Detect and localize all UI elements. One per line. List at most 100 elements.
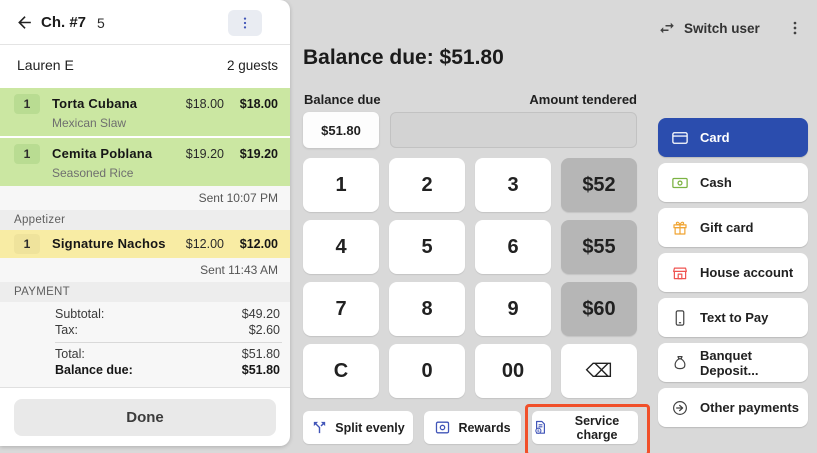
key-2[interactable]: 2 [389,158,465,212]
balance-due-heading: Balance due: $51.80 [303,46,504,69]
guest-row: Lauren E 2 guests [0,46,290,86]
kebab-icon [237,15,253,31]
card-icon [671,129,689,147]
payment-method-label: Banquet Deposit... [700,347,759,378]
total-value: $51.80 [241,347,280,361]
item-modifier: Mexican Slaw [52,116,127,130]
order-panel: Ch. #7 5 Lauren E 2 guests 1 Torta Cuban… [0,0,290,446]
order-item-signature-nachos[interactable]: 1 Signature Nachos $12.00 $12.00 [0,230,290,258]
amount-tendered-input[interactable] [390,112,637,148]
back-icon[interactable] [15,13,34,32]
order-header: Ch. #7 5 [0,0,290,45]
item-qty-badge: 1 [14,234,40,254]
section-header-payment: PAYMENT [0,282,290,302]
order-overflow-menu-button[interactable] [228,10,262,36]
sent-timestamp: Sent 10:07 PM [0,186,290,210]
payment-method-label: Card [700,130,730,145]
order-item-cemita-poblana[interactable]: 1 Cemita Poblana $19.20 $19.20 Seasoned … [0,138,290,186]
key-3[interactable]: 3 [475,158,551,212]
item-total-price: $19.20 [239,147,278,161]
check-badge: 5 [97,15,105,31]
item-name: Signature Nachos [52,236,166,251]
key-0[interactable]: 0 [389,344,465,398]
tender-amount-label: Amount tendered [529,92,637,107]
guest-count: 2 guests [226,58,278,73]
numeric-keypad: 1 2 3 $52 4 5 6 $55 7 8 9 $60 C 0 00 ⌫ [303,158,637,398]
storefront-icon [671,264,689,282]
guest-name: Lauren E [17,57,74,73]
key-8[interactable]: 8 [389,282,465,336]
gift-icon [671,219,689,237]
rewards-button[interactable]: Rewards [424,411,521,444]
item-total-price: $18.00 [239,97,278,111]
done-button[interactable]: Done [14,399,276,436]
item-name: Cemita Poblana [52,146,153,161]
footer-divider [0,387,290,388]
item-unit-price: $19.20 [185,147,224,161]
backspace-icon: ⌫ [585,360,613,382]
backspace-key[interactable]: ⌫ [561,344,637,398]
payment-method-label: Text to Pay [700,310,769,325]
tender-balance-label: Balance due [304,92,381,107]
quick-amount-60-button[interactable]: $60 [561,282,637,336]
cash-icon [671,174,689,192]
item-name: Torta Cubana [52,96,138,111]
swap-arrows-icon [658,19,676,37]
key-6[interactable]: 6 [475,220,551,274]
split-icon [311,419,328,436]
payment-method-house-account[interactable]: House account [658,253,808,292]
payment-method-text-to-pay[interactable]: Text to Pay [658,298,808,337]
item-qty-badge: 1 [14,144,40,164]
rewards-label: Rewards [458,420,511,435]
payment-method-card[interactable]: Card [658,118,808,157]
key-5[interactable]: 5 [389,220,465,274]
subtotal-label: Subtotal: [55,307,105,321]
switch-user-button[interactable]: Switch user [658,16,760,40]
service-charge-button[interactable]: $ Service charge [532,411,638,444]
check-title: Ch. #7 [41,14,87,31]
item-total-price: $12.00 [239,237,278,251]
rewards-icon [434,419,451,436]
payment-method-label: House account [700,265,794,280]
split-evenly-button[interactable]: Split evenly [303,411,413,444]
key-4[interactable]: 4 [303,220,379,274]
switch-user-label: Switch user [684,20,760,36]
total-label: Total: [55,347,85,361]
payment-method-cash[interactable]: Cash [658,163,808,202]
balance-due-label: Balance due: [55,363,133,377]
payment-method-banquet-deposit[interactable]: Banquet Deposit... [658,343,808,382]
arrow-circle-icon [671,399,689,417]
payment-method-gift-card[interactable]: Gift card [658,208,808,247]
phone-icon [671,309,689,327]
balance-due-box: $51.80 [303,112,379,148]
item-qty-badge: 1 [14,94,40,114]
service-charge-icon: $ [532,419,549,436]
quick-amount-52-button[interactable]: $52 [561,158,637,212]
section-header-appetizer: Appetizer [0,210,290,230]
key-9[interactable]: 9 [475,282,551,336]
svg-text:$: $ [537,428,540,433]
key-7[interactable]: 7 [303,282,379,336]
payment-method-other-payments[interactable]: Other payments [658,388,808,427]
order-item-torta-cubana[interactable]: 1 Torta Cubana $18.00 $18.00 Mexican Sla… [0,88,290,136]
payment-method-label: Cash [700,175,732,190]
money-bag-icon [671,354,689,372]
item-modifier: Seasoned Rice [52,166,134,180]
key-00[interactable]: 00 [475,344,551,398]
key-clear[interactable]: C [303,344,379,398]
subtotal-value: $49.20 [241,307,280,321]
overflow-menu-button[interactable] [784,15,806,41]
item-unit-price: $18.00 [185,97,224,111]
split-evenly-label: Split evenly [335,420,405,435]
item-unit-price: $12.00 [185,237,224,251]
payment-method-label: Other payments [700,400,799,415]
quick-amount-55-button[interactable]: $55 [561,220,637,274]
tax-value: $2.60 [248,323,280,337]
key-1[interactable]: 1 [303,158,379,212]
payment-method-label: Gift card [700,220,754,235]
service-charge-label: Service charge [574,413,620,442]
sent-timestamp: Sent 11:43 AM [0,258,290,282]
summary-divider [55,342,282,343]
tax-label: Tax: [55,323,78,337]
